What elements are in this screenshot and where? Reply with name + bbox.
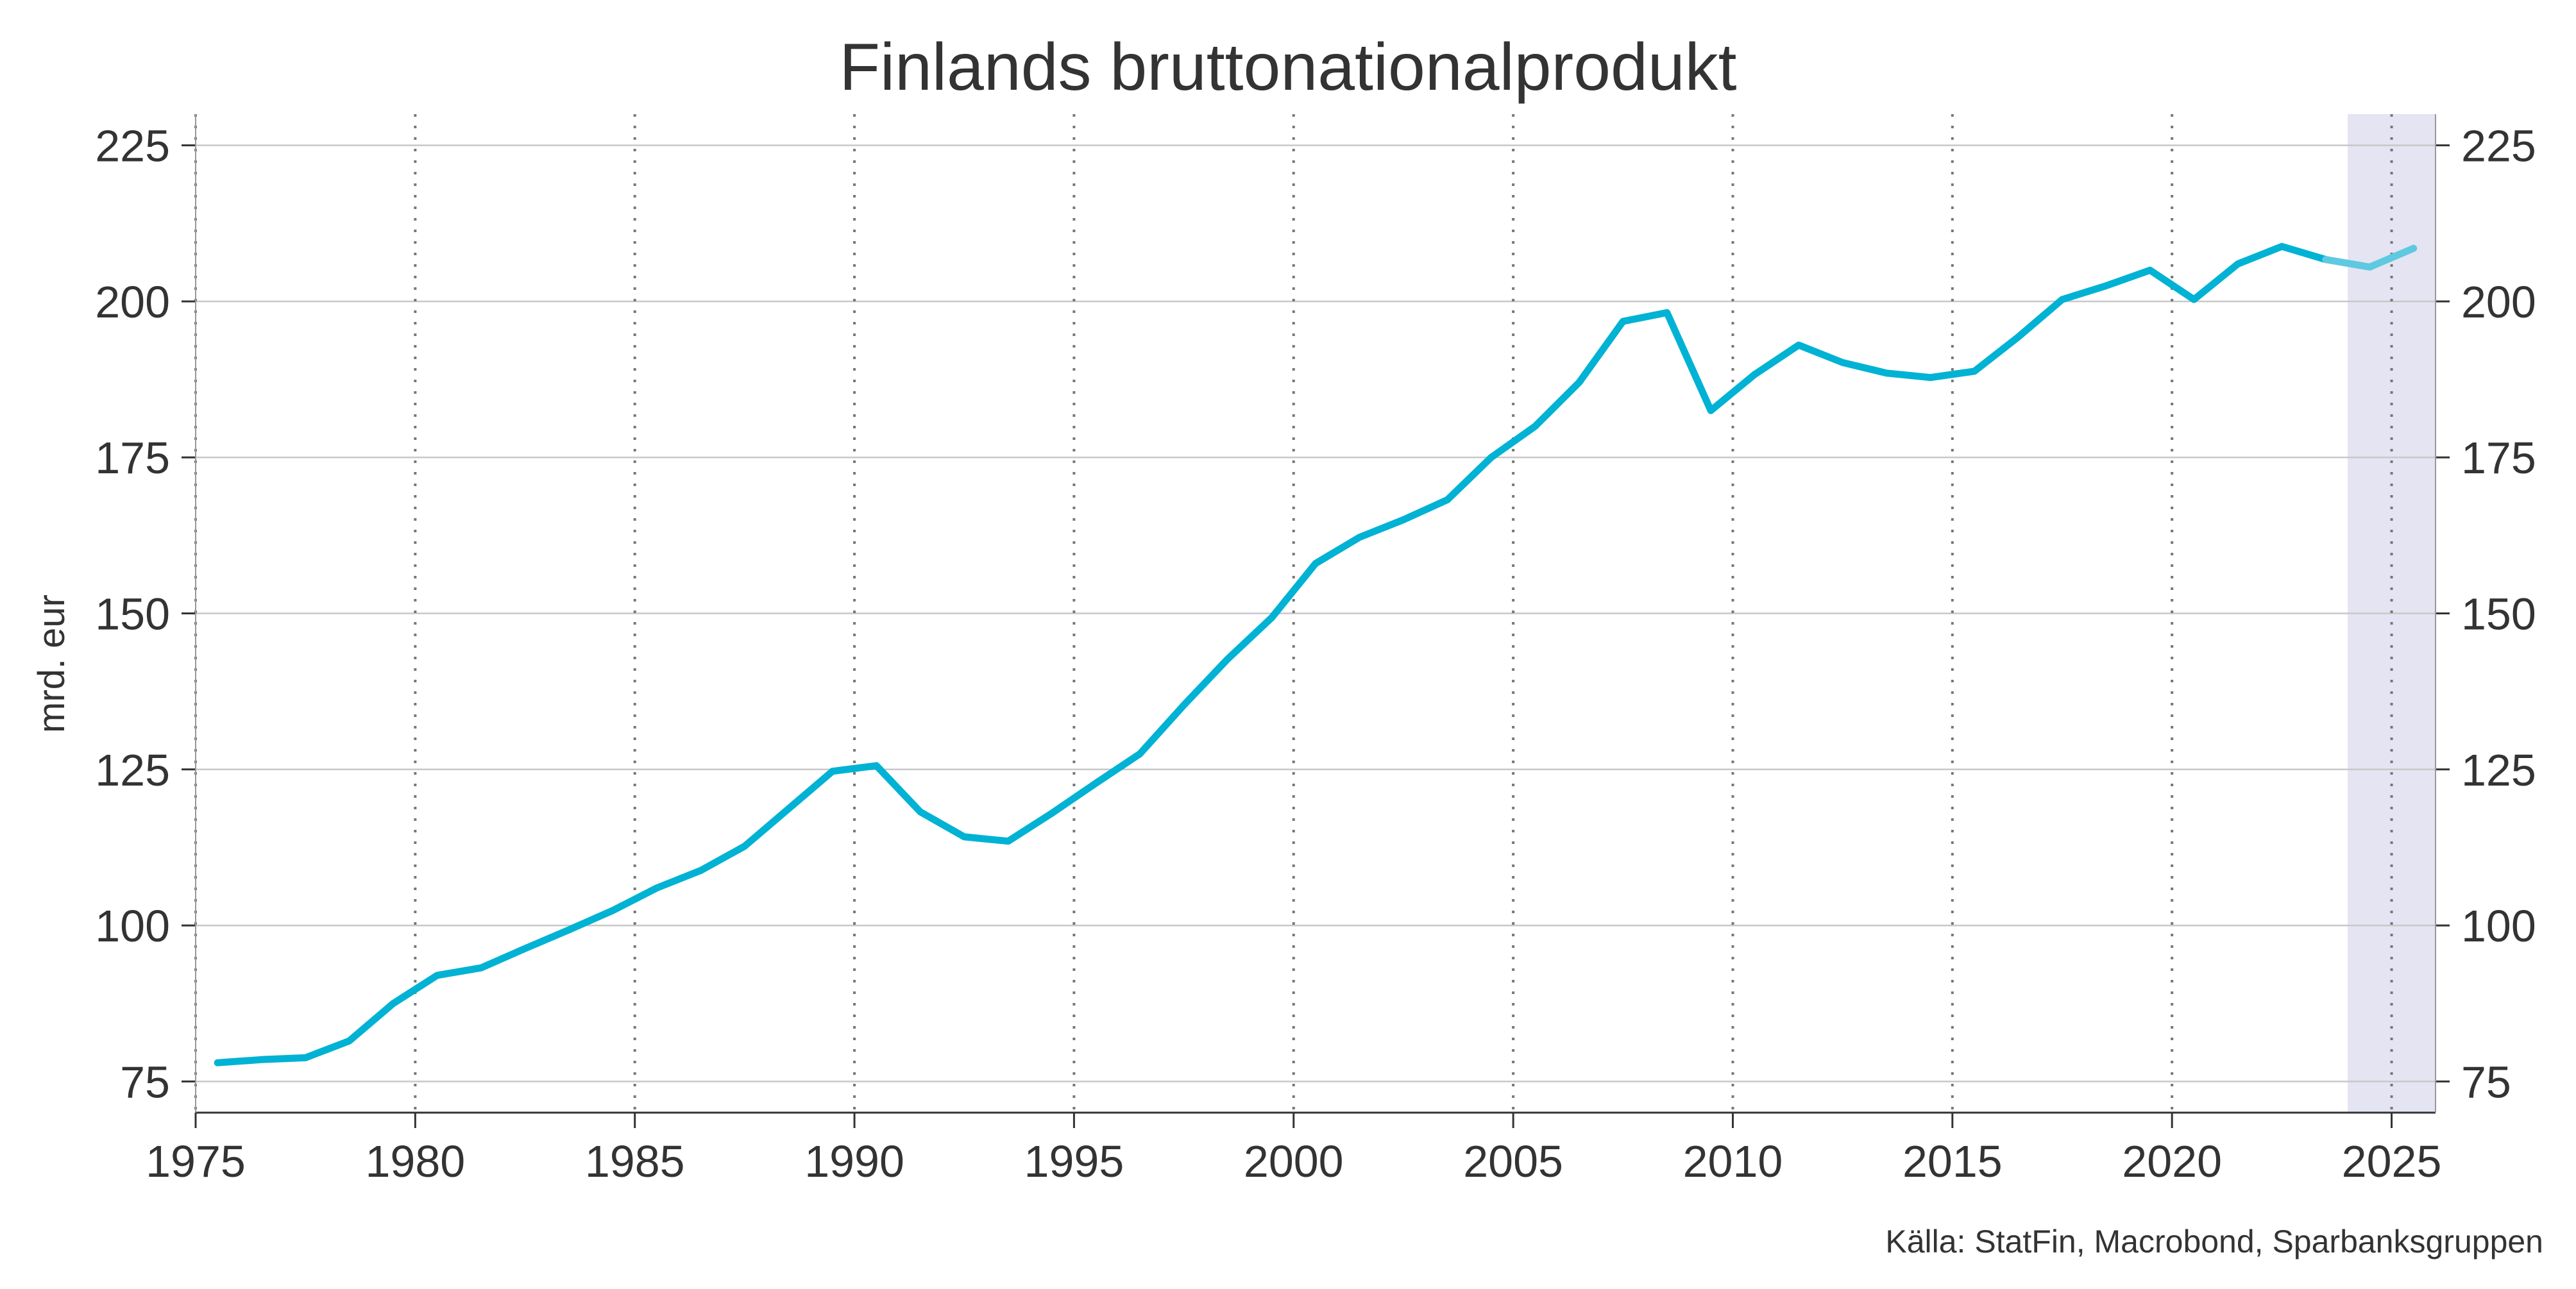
grid-layer xyxy=(194,114,2436,1113)
y-tick-label-right-75: 75 xyxy=(2461,1057,2511,1107)
y-tick-label-right-200: 200 xyxy=(2461,277,2536,327)
series-layer xyxy=(214,242,2418,1066)
x-tick-label-2000: 2000 xyxy=(1244,1136,1344,1186)
tick-labels-layer: 75 75 100 100 125 125 150 150 175 175 200 200 225 225… xyxy=(95,121,2536,1186)
y-tick-label-right-175: 175 xyxy=(2461,433,2536,483)
y-tick-label-right-100: 100 xyxy=(2461,901,2536,951)
y-tick-label-left-175: 175 xyxy=(95,433,170,483)
y-tick-label-right-150: 150 xyxy=(2461,589,2536,639)
y-tick-label-right-125: 125 xyxy=(2461,745,2536,795)
x-tick-label-2010: 2010 xyxy=(1683,1136,1783,1186)
y-tick-label-left-200: 200 xyxy=(95,277,170,327)
y-tick-label-left-225: 225 xyxy=(95,121,170,171)
x-tick-label-2005: 2005 xyxy=(1463,1136,1563,1186)
x-tick-label-2015: 2015 xyxy=(1902,1136,2003,1186)
x-tick-label-1985: 1985 xyxy=(585,1136,685,1186)
chart-title: Finlands bruttonationalprodukt xyxy=(839,30,1736,105)
gdp-line xyxy=(214,242,2330,1066)
y-tick-label-left-100: 100 xyxy=(95,901,170,951)
gdp-forecast-line xyxy=(2322,244,2418,271)
x-tick-label-1975: 1975 xyxy=(146,1136,246,1186)
x-tick-label-1980: 1980 xyxy=(365,1136,465,1186)
x-tick-label-1995: 1995 xyxy=(1024,1136,1124,1186)
y-tick-label-right-225: 225 xyxy=(2461,121,2536,171)
x-tick-label-2020: 2020 xyxy=(2122,1136,2222,1186)
y-tick-label-left-75: 75 xyxy=(120,1057,170,1107)
source-note: Källa: StatFin, Macrobond, Sparbanksgrup… xyxy=(1885,1224,2543,1260)
axes-layer xyxy=(182,114,2450,1128)
y-axis-label: mrd. eur xyxy=(31,594,72,733)
x-tick-label-2025: 2025 xyxy=(2342,1136,2442,1186)
x-tick-label-1990: 1990 xyxy=(804,1136,904,1186)
y-tick-label-left-150: 150 xyxy=(95,589,170,639)
y-tick-label-left-125: 125 xyxy=(95,745,170,795)
